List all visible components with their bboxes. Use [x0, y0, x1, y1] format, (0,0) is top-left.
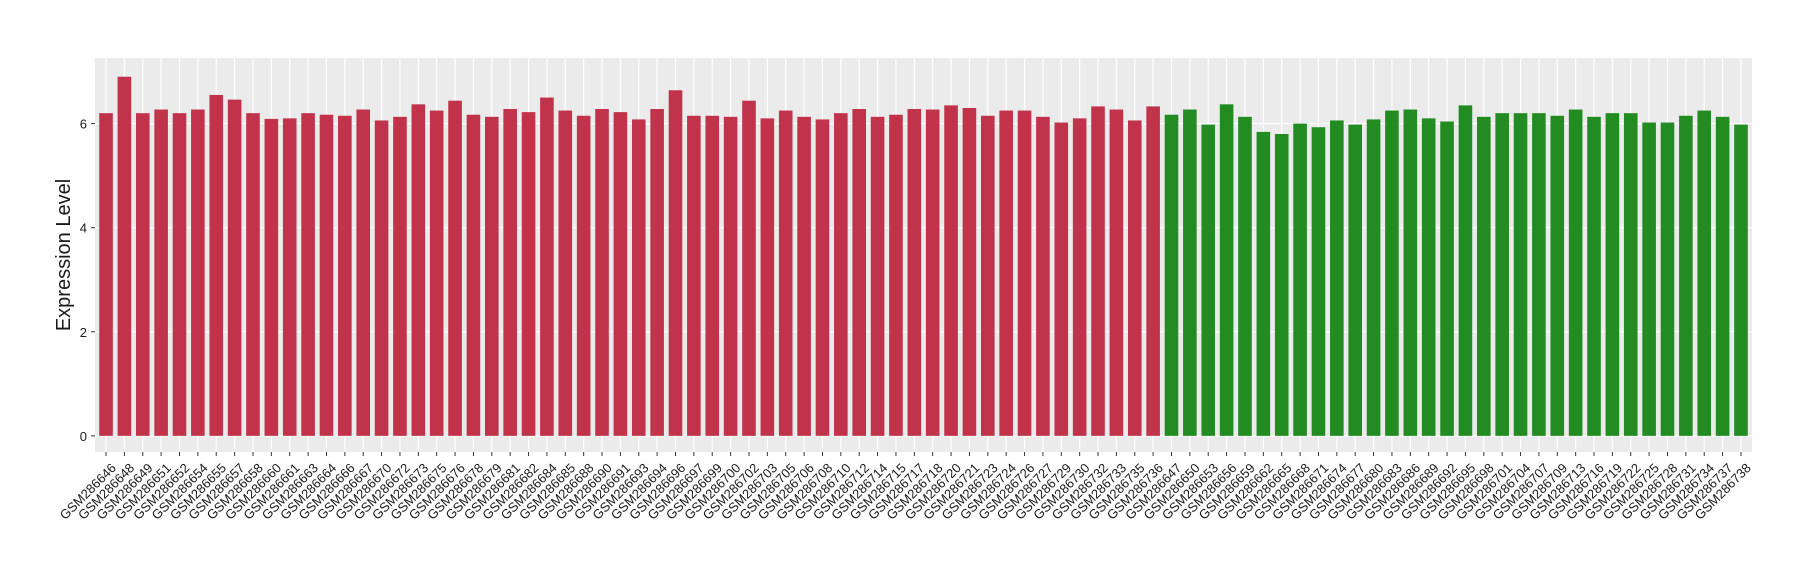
bar: [135, 113, 150, 436]
bar: [1017, 110, 1032, 436]
bar: [246, 113, 260, 436]
bar: [1109, 109, 1124, 436]
bar: [1568, 109, 1583, 436]
bar: [778, 110, 793, 436]
bar: [172, 113, 187, 436]
bar: [1330, 120, 1344, 436]
bar: [1164, 114, 1179, 436]
bar: [1697, 110, 1712, 436]
bar: [282, 118, 297, 436]
bar: [356, 109, 371, 436]
bar: [1715, 116, 1730, 436]
bar: [1201, 124, 1216, 436]
bar: [1238, 116, 1252, 436]
y-tick-label: 6: [80, 117, 87, 132]
bar: [154, 109, 168, 436]
bar: [999, 110, 1013, 436]
bar: [1183, 109, 1197, 436]
bar: [521, 112, 536, 436]
bar: [723, 116, 738, 436]
bar: [613, 112, 628, 436]
bar: [742, 100, 756, 436]
bar: [558, 110, 573, 436]
bar: [1146, 106, 1160, 436]
bar: [1366, 119, 1381, 436]
bar: [1458, 105, 1473, 436]
bar: [1495, 113, 1509, 436]
bar: [1550, 115, 1565, 436]
bar: [191, 109, 205, 436]
bar: [815, 119, 830, 436]
bar: [687, 115, 701, 436]
bar: [1348, 124, 1362, 436]
bar: [411, 104, 426, 436]
bar: [540, 97, 554, 436]
bar: [1679, 115, 1693, 436]
bar: [466, 114, 481, 436]
bar: [1623, 113, 1638, 436]
bar: [650, 109, 664, 436]
bar: [595, 109, 609, 436]
y-tick-label: 4: [80, 221, 87, 236]
bar: [485, 116, 499, 436]
y-axis-label: Expression Level: [53, 179, 75, 331]
bar: [1036, 116, 1050, 436]
bar: [338, 115, 352, 436]
bar: [1513, 113, 1528, 436]
bar: [889, 114, 903, 436]
bar: [1256, 131, 1271, 436]
bar: [834, 113, 848, 436]
bar: [1274, 133, 1289, 436]
bar: [1532, 113, 1546, 436]
bar: [1587, 116, 1601, 436]
bar: [907, 109, 922, 436]
bar: [1054, 122, 1069, 436]
bar: [1476, 116, 1491, 436]
y-tick-label: 0: [80, 429, 87, 444]
bar: [117, 76, 132, 436]
bar: [209, 94, 224, 436]
bar: [264, 118, 279, 436]
bar: [962, 107, 977, 436]
bar: [1127, 120, 1142, 436]
bar: [1385, 110, 1399, 436]
bar: [1605, 113, 1620, 436]
bar: [1091, 106, 1105, 436]
bar: [1311, 127, 1326, 436]
bar: [705, 115, 720, 436]
bar: [1403, 109, 1418, 436]
bar: [1734, 124, 1748, 436]
bar: [1421, 118, 1436, 436]
y-tick-label: 2: [80, 325, 87, 340]
bar: [319, 114, 334, 436]
bar: [429, 110, 444, 436]
bar: [374, 120, 389, 436]
bar: [925, 109, 940, 436]
bar: [870, 116, 885, 436]
bar: [1219, 104, 1234, 436]
bar: [760, 118, 775, 436]
bar: [99, 113, 113, 436]
bar: [980, 115, 995, 436]
bar: [1642, 122, 1656, 436]
bar: [393, 116, 407, 436]
bar: [852, 109, 867, 436]
bar: [1293, 123, 1307, 436]
bar: [797, 116, 811, 436]
bar: [301, 113, 315, 436]
bar: [944, 105, 958, 436]
bar: [1440, 121, 1454, 436]
bar: [227, 99, 242, 436]
bar: [1660, 122, 1675, 436]
bar: [631, 119, 646, 436]
bar: [448, 100, 462, 436]
bar: [668, 90, 683, 436]
bar: [1072, 118, 1087, 436]
bar: [503, 109, 517, 436]
bar: [576, 115, 591, 436]
